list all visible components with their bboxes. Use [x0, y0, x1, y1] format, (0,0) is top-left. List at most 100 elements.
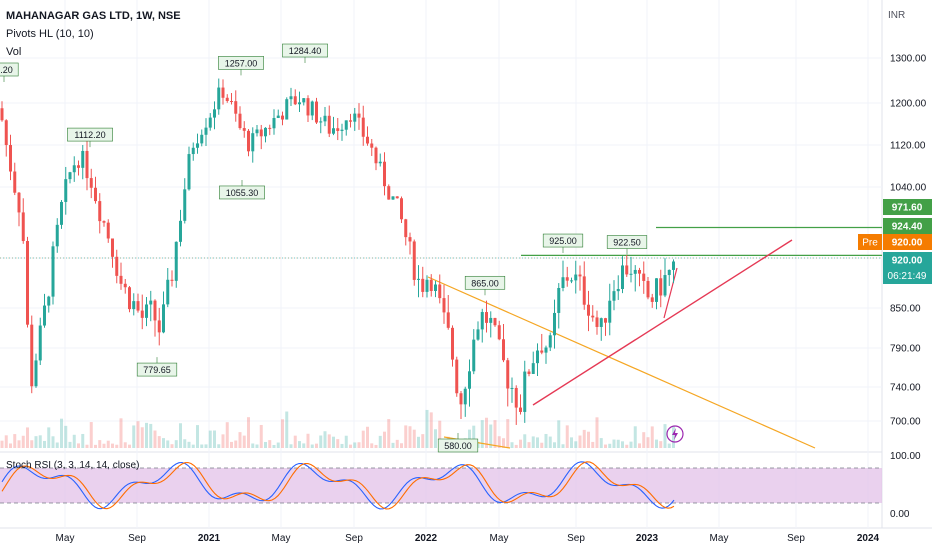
- volume-bar: [608, 443, 612, 448]
- candle-body: [323, 115, 327, 122]
- candle-body: [578, 274, 582, 277]
- countdown-text: 06:21:49: [888, 271, 927, 282]
- price-axis[interactable]: 1300.00 1200.00 1120.00 1040.00 920.00 850.00…: [858, 54, 932, 428]
- short-projection-line: [663, 267, 678, 319]
- candle-body: [655, 278, 658, 302]
- volume-bar: [336, 439, 340, 448]
- candle-body: [446, 312, 450, 328]
- volume-bar: [276, 442, 280, 448]
- volume-bar: [85, 444, 89, 448]
- volume-bar: [247, 417, 250, 448]
- candle-body: [183, 189, 187, 221]
- candle-body: [531, 363, 535, 374]
- volume-bar: [642, 432, 646, 448]
- currency-label: INR: [888, 10, 906, 21]
- y-tick-label: 700.00: [890, 417, 921, 428]
- volume-bar: [128, 444, 131, 448]
- price-badge-text: 920.00: [892, 238, 923, 249]
- volume-bar: [408, 426, 412, 448]
- candle-body: [591, 315, 595, 318]
- rsi-tick-100: 100.00: [890, 451, 921, 462]
- candle-body: [553, 312, 556, 336]
- volume-bar: [425, 409, 429, 448]
- volume-bar: [599, 438, 603, 448]
- candle-body: [332, 128, 335, 134]
- pivot-label-text: 865.00: [471, 278, 499, 288]
- y-tick-label: 1040.00: [890, 183, 927, 194]
- candle-body: [55, 224, 59, 247]
- candle-body: [378, 161, 382, 164]
- volume-bar: [514, 444, 518, 448]
- volume-indicator-label[interactable]: Vol: [6, 46, 22, 58]
- ascending-support-line: [532, 239, 793, 406]
- candle-body: [370, 143, 374, 148]
- candle-body: [72, 165, 76, 173]
- volume-bar: [404, 425, 408, 448]
- volume-bar: [234, 440, 238, 448]
- candle-body: [230, 101, 233, 103]
- pivots-indicator-label[interactable]: Pivots HL (10, 10): [6, 28, 94, 40]
- candle-body: [21, 212, 25, 242]
- volume-bar: [663, 424, 667, 448]
- candle-body: [642, 273, 646, 281]
- candle-body: [51, 246, 55, 297]
- candle-body: [149, 300, 153, 305]
- candle-body: [225, 97, 229, 102]
- volume-bar: [60, 418, 63, 448]
- volume-bar: [429, 412, 433, 448]
- candle-body: [374, 147, 378, 164]
- candle-body: [77, 165, 80, 168]
- candle-body: [476, 329, 480, 340]
- candle-body: [30, 324, 34, 387]
- time-axis[interactable]: May Sep 2021 May Sep 2022 May Sep 2023 May Sep 2024: [56, 533, 880, 544]
- volume-bar: [166, 440, 170, 448]
- trend-lines[interactable]: [0, 226, 882, 449]
- stoch-rsi-d-line: [1, 461, 675, 510]
- volume-bar: [187, 441, 191, 448]
- volume-bar: [281, 419, 284, 448]
- candle-body: [561, 277, 565, 288]
- candle-body: [123, 283, 127, 288]
- candle-body: [514, 387, 518, 408]
- pivot-label-text: 922.50: [613, 238, 641, 248]
- pivot-label-text: 580.00: [444, 441, 472, 451]
- volume-bar: [217, 444, 221, 448]
- volume-bar: [659, 441, 663, 448]
- candle-body: [459, 393, 463, 405]
- candle-body: [353, 113, 357, 122]
- candle-body: [200, 134, 204, 144]
- symbol-title[interactable]: MAHANAGAR GAS LTD, 1W, NSE: [6, 10, 181, 22]
- volume-bar: [4, 435, 8, 448]
- x-tick-label: May: [56, 533, 75, 544]
- candle-body: [663, 275, 667, 296]
- volume-bar: [595, 417, 599, 448]
- volume-bar: [370, 443, 374, 448]
- candle-body: [157, 320, 161, 333]
- volume-bar: [395, 439, 399, 448]
- candle-body: [315, 101, 318, 123]
- volume-bar: [417, 436, 420, 448]
- candle-body: [38, 325, 42, 361]
- volume-bar: [72, 434, 76, 448]
- stoch-rsi-label[interactable]: Stoch RSI (3, 3, 14, 14, close): [6, 460, 140, 471]
- candle-body: [0, 108, 4, 121]
- candle-body: [43, 305, 46, 326]
- volume-bar: [302, 443, 306, 448]
- volume-bar: [506, 419, 510, 448]
- candle-body: [81, 150, 85, 168]
- candle-body: [659, 278, 663, 296]
- candle-body: [60, 201, 63, 225]
- volume-bar: [43, 440, 46, 448]
- pivot-label-text: 1112.20: [74, 130, 105, 140]
- candle-body: [272, 117, 276, 129]
- volume-bar: [289, 444, 293, 448]
- volume-bar: [272, 444, 276, 448]
- volume-bar: [264, 441, 267, 448]
- x-tick-label: 2022: [415, 533, 438, 544]
- candle-body: [234, 101, 238, 114]
- y-tick-label: 790.00: [890, 344, 921, 355]
- candle-body: [357, 113, 361, 118]
- candle-body: [650, 297, 654, 302]
